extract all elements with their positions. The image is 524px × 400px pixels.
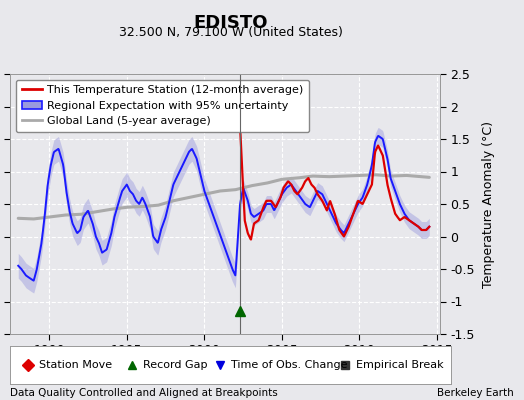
Legend: This Temperature Station (12-month average), Regional Expectation with 95% uncer: This Temperature Station (12-month avera… (16, 80, 309, 132)
Text: Time of Obs. Change: Time of Obs. Change (231, 360, 347, 370)
Y-axis label: Temperature Anomaly (°C): Temperature Anomaly (°C) (482, 120, 495, 288)
Text: Data Quality Controlled and Aligned at Breakpoints: Data Quality Controlled and Aligned at B… (10, 388, 278, 398)
Text: Empirical Break: Empirical Break (356, 360, 444, 370)
Text: EDISTO: EDISTO (193, 14, 268, 32)
Text: Berkeley Earth: Berkeley Earth (437, 388, 514, 398)
Text: Record Gap: Record Gap (143, 360, 207, 370)
Text: Station Move: Station Move (39, 360, 112, 370)
Text: 32.500 N, 79.100 W (United States): 32.500 N, 79.100 W (United States) (118, 26, 343, 39)
